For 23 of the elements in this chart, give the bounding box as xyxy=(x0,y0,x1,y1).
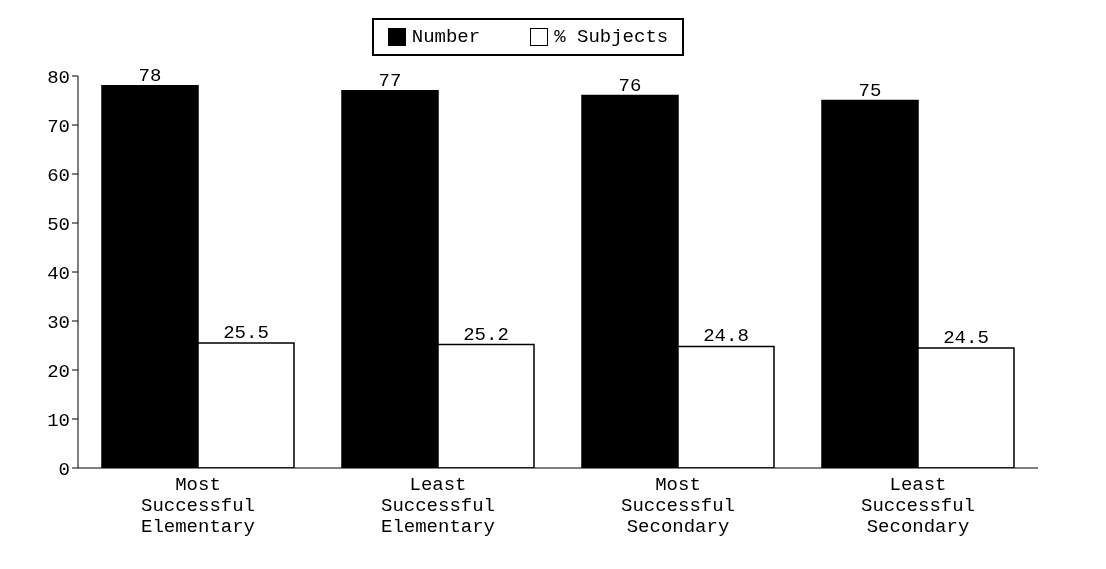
data-label: 24.5 xyxy=(943,326,989,349)
y-tick-label: 0 xyxy=(58,458,70,481)
y-tick-label: 60 xyxy=(47,164,70,187)
y-tick-label: 80 xyxy=(47,66,70,89)
y-tick-label: 40 xyxy=(47,262,70,285)
data-label: 77 xyxy=(378,69,402,92)
y-tick-label: 70 xyxy=(47,115,70,138)
y-tick-label: 20 xyxy=(47,360,70,383)
data-label: 76 xyxy=(618,74,642,97)
y-tick-label: 50 xyxy=(47,213,70,236)
x-tick-label: Least Successful Secondary xyxy=(860,474,976,538)
x-tick-label: Most Successful Secondary xyxy=(620,474,736,538)
x-tick-label: Least Successful Elementary xyxy=(380,474,496,538)
x-tick-label: Most Successful Elementary xyxy=(140,474,256,538)
data-label: 24.8 xyxy=(703,325,749,348)
legend-label: Number xyxy=(411,26,481,48)
legend-label: % Subjects xyxy=(554,26,669,48)
data-label: 75 xyxy=(858,79,882,102)
y-tick-label: 10 xyxy=(47,409,70,432)
data-label: 25.2 xyxy=(463,323,509,346)
data-label: 78 xyxy=(138,64,162,87)
data-label: 25.5 xyxy=(223,322,269,345)
y-tick-label: 30 xyxy=(47,311,70,334)
